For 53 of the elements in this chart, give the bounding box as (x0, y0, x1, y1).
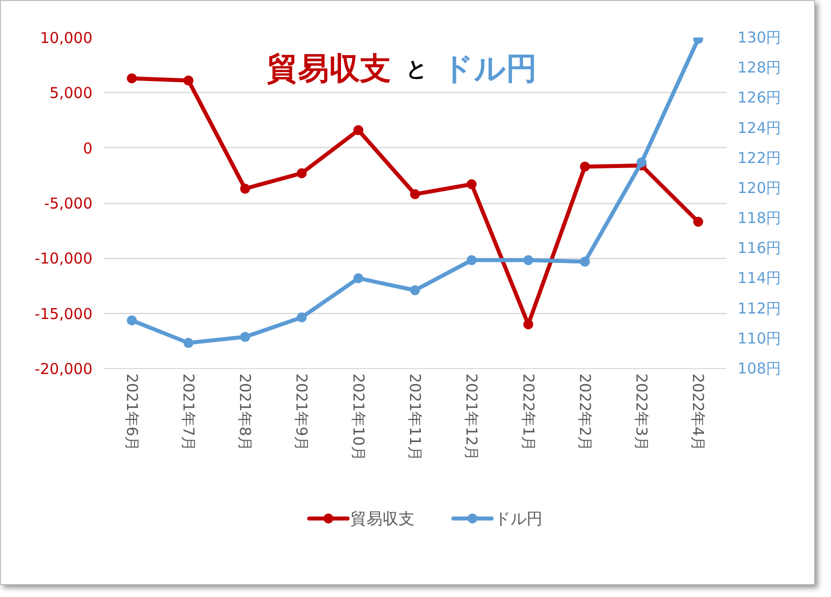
y-tick-label: -5,000 (44, 194, 93, 212)
y-tick-label: 0 (82, 139, 93, 158)
point (466, 179, 477, 190)
point (353, 273, 364, 284)
point (580, 162, 590, 172)
y2-tick-label: 120円 (738, 178, 782, 197)
x-tick-label: 2021年8月 (236, 374, 254, 452)
x-tick-label: 2021年12月 (462, 374, 481, 461)
x-tick-label: 2021年7月 (179, 374, 198, 452)
text: 貿易収支 と ドル円 (266, 50, 537, 87)
point (523, 255, 534, 266)
y2-tick-label: 108円 (738, 360, 782, 378)
point (183, 338, 194, 348)
x-tick-label: 2021年10月 (349, 374, 368, 461)
point (296, 312, 307, 322)
point (636, 157, 647, 168)
y2-tick-label: 130円 (738, 28, 782, 46)
point (693, 216, 704, 227)
point (410, 285, 420, 296)
x-tick-label: 2021年9月 (292, 374, 311, 452)
x-tick-label: 2022年1月 (519, 374, 538, 452)
x-tick-label: 2022年2月 (576, 374, 594, 452)
x-tick-label: 2021年6月 (122, 374, 141, 452)
y2-tick-label: 128円 (738, 58, 782, 77)
point (296, 168, 307, 178)
y2-tick-label: 114円 (738, 269, 782, 288)
x-tick-label: 2022年4月 (689, 374, 708, 452)
point (466, 255, 477, 266)
y-tick-label: -20,000 (34, 360, 93, 378)
y-tick-label: 10,000 (40, 29, 93, 47)
x-tick-label: 2021年11月 (406, 374, 424, 461)
legend-label: ドル円 (494, 509, 543, 528)
y2-tick-label: 112円 (738, 299, 782, 318)
legend-label: 貿易収支 (350, 509, 415, 528)
point (240, 184, 250, 194)
point (410, 189, 420, 200)
point (126, 73, 137, 84)
point (523, 319, 534, 330)
y-tick-label: -10,000 (34, 250, 93, 268)
y2-tick-label: 124円 (738, 118, 782, 137)
y-tick-label: 5,000 (50, 84, 93, 102)
point (580, 256, 590, 267)
y-tick-label: -15,000 (34, 304, 93, 323)
point (126, 315, 137, 326)
y2-tick-label: 110円 (738, 329, 782, 348)
y2-tick-label: 122円 (738, 148, 782, 167)
y2-tick-label: 118円 (738, 209, 782, 228)
point (353, 125, 364, 136)
y2-tick-label: 116円 (738, 239, 782, 258)
point (183, 76, 194, 86)
x-tick-label: 2022年3月 (632, 374, 651, 452)
y2-tick-label: 126円 (738, 88, 782, 107)
point (240, 332, 250, 342)
